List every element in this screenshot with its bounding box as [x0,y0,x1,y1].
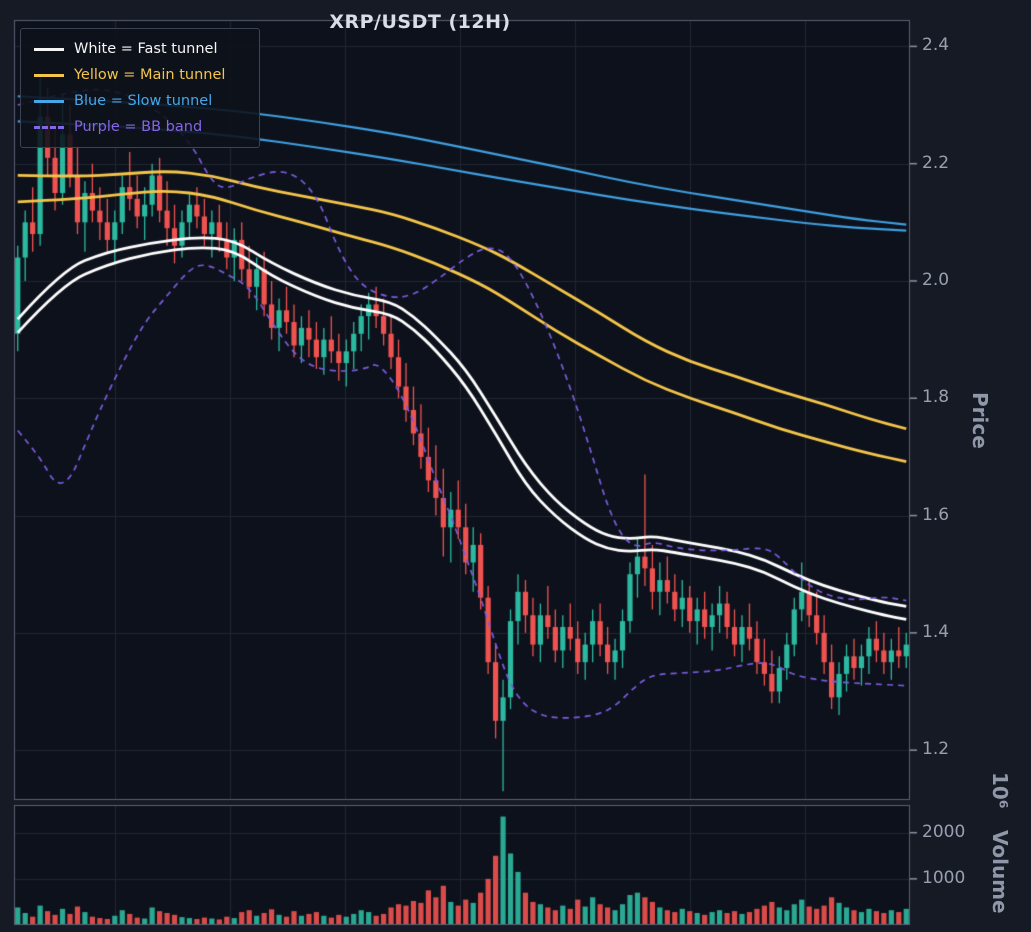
legend-item-0: White = Fast tunnel [34,36,246,62]
price-tick-label: 1.2 [922,739,950,760]
legend-item-label: Purple = BB band [74,119,203,135]
price-tick-label: 1.4 [922,621,950,642]
volume-tick-label: 2000 [922,821,966,842]
legend-item-label: Yellow = Main tunnel [74,67,226,83]
purple-dashed-line-swatch [34,125,64,129]
legend-item-1: Yellow = Main tunnel [34,62,246,88]
price-tick-label: 2.2 [922,152,950,173]
volume-axis-label: Volume [988,830,1012,914]
price-tick-label: 1.8 [922,387,950,408]
legend: White = Fast tunnel Yellow = Main tunnel B… [20,28,260,148]
legend-item-3: Purple = BB band [34,114,246,140]
price-tick-label: 2.4 [922,35,950,56]
blue-line-swatch [34,99,64,103]
price-tick-label: 2.0 [922,269,950,290]
price-axis-label: Price [968,392,992,449]
white-line-swatch [34,47,64,51]
volume-axis-multiplier: 10⁶ [988,772,1012,809]
volume-tick-label: 1000 [922,867,966,888]
yellow-line-swatch [34,73,64,77]
legend-item-label: Blue = Slow tunnel [74,93,213,109]
chart-title: XRP/USDT (12H) [329,11,511,33]
legend-item-label: White = Fast tunnel [74,41,218,57]
price-tick-label: 1.6 [922,504,950,525]
legend-item-2: Blue = Slow tunnel [34,88,246,114]
